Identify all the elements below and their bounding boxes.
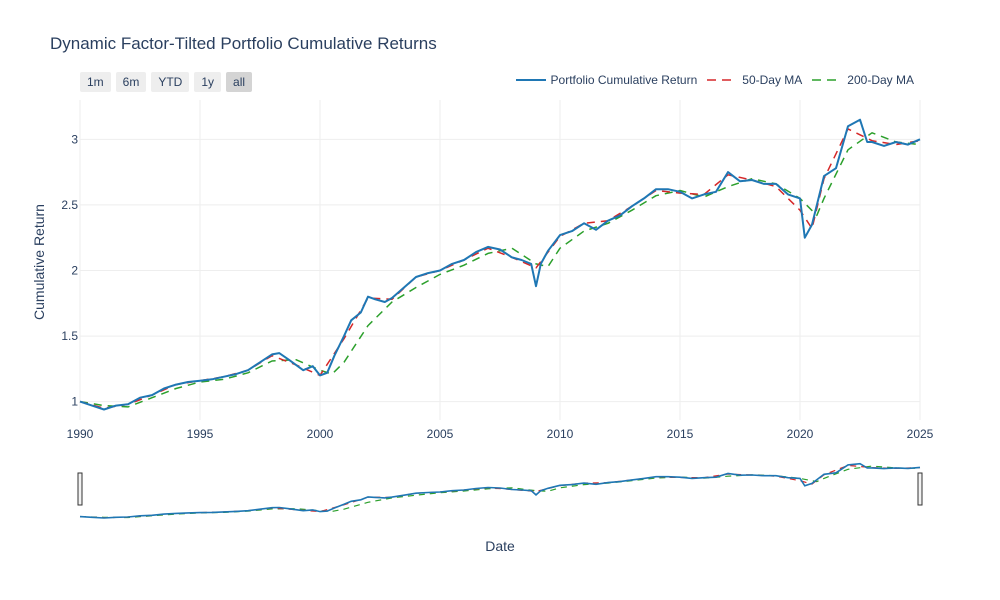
legend-swatch-portfolio — [515, 79, 546, 81]
tick-labels: 1990 1995 2000 2005 2010 2015 2020 2025 1 1.5 2 2.5… — [61, 132, 933, 441]
range-slider-right-handle[interactable] — [917, 472, 923, 506]
series-line-ma200 — [79, 132, 921, 408]
range-button-1y[interactable]: 1y — [194, 72, 222, 92]
x-tick-label: 2015 — [667, 427, 694, 441]
y-tick-label: 1 — [71, 395, 78, 409]
range-slider-series-line-portfolio — [79, 462, 921, 519]
range-slider[interactable] — [77, 460, 923, 520]
y-tick-label: 1.5 — [61, 329, 78, 343]
legend-swatch-ma50 — [707, 79, 738, 81]
range-button-1m[interactable]: 1m — [80, 72, 111, 92]
legend-item-ma200[interactable]: 200-Day MA — [812, 72, 914, 88]
range-slider-left-handle[interactable] — [77, 472, 83, 506]
y-tick-label: 2.5 — [61, 198, 78, 212]
x-tick-label: 2005 — [427, 427, 454, 441]
y-tick-label: 2 — [71, 263, 78, 277]
range-button-all[interactable]: all — [226, 72, 253, 92]
x-tick-label: 2025 — [907, 427, 934, 441]
x-tick-label: 2000 — [307, 427, 334, 441]
plot-area — [79, 118, 921, 411]
legend-label-portfolio: Portfolio Cumulative Return — [550, 73, 698, 87]
legend-item-ma50[interactable]: 50-Day MA — [707, 72, 802, 88]
x-tick-label: 1995 — [187, 427, 214, 441]
legend-swatch-ma200 — [812, 79, 843, 81]
legend-item-portfolio[interactable]: Portfolio Cumulative Return — [515, 72, 698, 88]
range-selector: 1m 6m YTD 1y all — [80, 72, 253, 92]
range-button-6m[interactable]: 6m — [115, 72, 147, 92]
gridlines — [79, 100, 921, 420]
legend-label-ma200: 200-Day MA — [847, 73, 914, 87]
x-tick-label: 1990 — [67, 427, 94, 441]
legend-label-ma50: 50-Day MA — [742, 73, 803, 87]
chart-title: Dynamic Factor-Tilted Portfolio Cumulati… — [50, 34, 437, 53]
legend: Portfolio Cumulative Return 50-Day MA 20… — [506, 72, 914, 88]
y-tick-label: 3 — [71, 132, 78, 146]
x-tick-label: 2020 — [787, 427, 814, 441]
series-line-portfolio — [79, 118, 921, 411]
range-button-ytd[interactable]: YTD — [151, 72, 190, 92]
x-tick-label: 2010 — [547, 427, 574, 441]
range-slider-background — [80, 460, 920, 520]
series-line-ma50 — [79, 128, 921, 409]
x-axis-title: Date — [485, 538, 515, 554]
y-axis-title: Cumulative Return — [31, 204, 47, 320]
